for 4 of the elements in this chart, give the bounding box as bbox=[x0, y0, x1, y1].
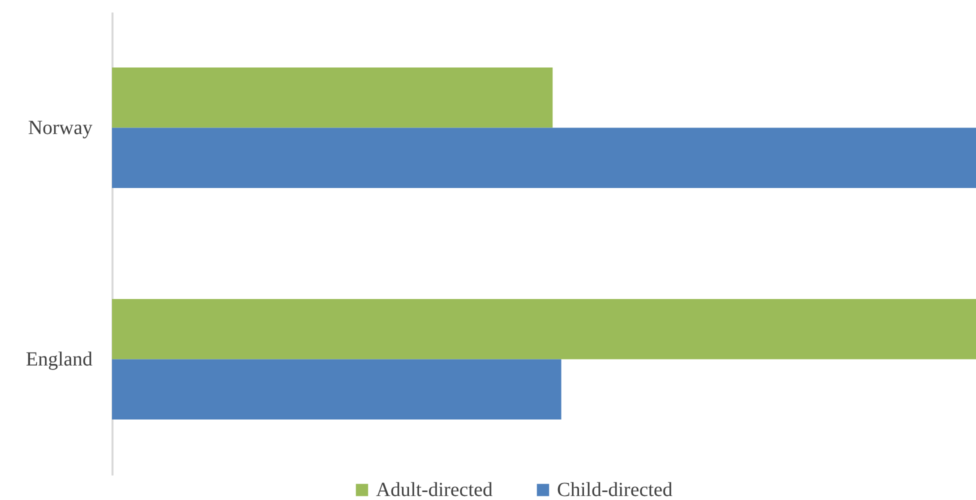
legend-label: Child-directed bbox=[557, 479, 673, 500]
legend-label: Adult-directed bbox=[376, 479, 493, 500]
y-tick-label: England bbox=[26, 348, 92, 370]
y-tick-label: Norway bbox=[28, 116, 92, 139]
